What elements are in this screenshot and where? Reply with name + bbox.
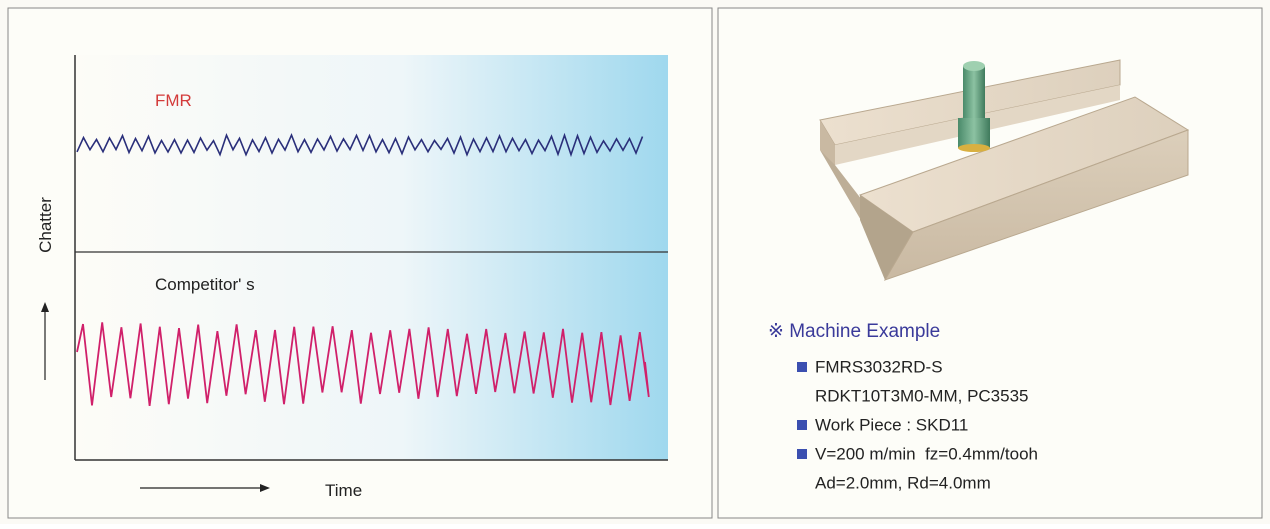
bullet (797, 420, 807, 430)
bullet (797, 362, 807, 372)
heading: ※ Machine Example (768, 321, 940, 342)
plot-background (76, 55, 668, 460)
item-line: FMRS3032RD-S (815, 357, 943, 376)
item-line: Work Piece : SKD11 (815, 415, 968, 434)
item-line: V=200 m/min fz=0.4mm/tooh (815, 444, 1038, 463)
item-line: Ad=2.0mm, Rd=4.0mm (815, 473, 991, 492)
bullet (797, 449, 807, 459)
fmr-label: FMR (155, 91, 192, 110)
x-axis-label: Time (325, 481, 362, 500)
y-axis-label: Chatter (36, 197, 55, 253)
right-panel (718, 8, 1262, 518)
competitor-label: Competitor' s (155, 275, 255, 294)
page: FMR Competitor' s Chatter Time ※ Machine… (0, 0, 1270, 524)
item-line: RDKT10T3M0-MM, PC3535 (815, 386, 1029, 405)
